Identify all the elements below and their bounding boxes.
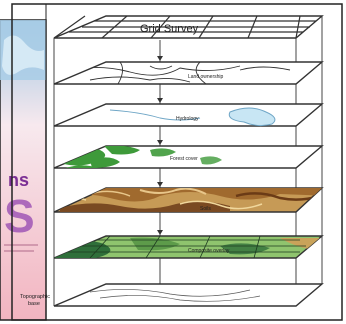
layer-label-grid-survey: Grid Survey — [140, 23, 199, 35]
book-cover: ns S — [0, 19, 47, 321]
layer-composite-overlay: Composite overlay — [53, 235, 324, 259]
layer-soils: Soils — [53, 187, 324, 213]
down-arrow-icon — [157, 140, 163, 145]
cover-text-line — [4, 244, 38, 246]
cover-title-top: ns — [8, 170, 29, 190]
layer-label-composite-overlay: Composite overlay — [188, 248, 230, 254]
layer-grid-survey: Grid Survey — [53, 15, 324, 39]
layer-label-soils: Soils — [200, 206, 211, 212]
layer-label-land-ownership: Land ownership — [188, 74, 224, 80]
layer-topographic-base: Topographic base — [20, 283, 324, 307]
layer-label-forest-cover: Forest cover — [170, 156, 198, 162]
cover-text-line — [4, 250, 34, 252]
layer-label-hydrology: Hydrology — [176, 116, 199, 122]
flow-arrows — [157, 56, 299, 299]
down-arrow-icon — [157, 182, 163, 187]
layer-hydrology: Hydrology — [53, 103, 324, 127]
layer-land-ownership: Land ownership — [53, 61, 324, 85]
layer-label-topographic-base-line1: Topographic — [20, 294, 50, 300]
layer-label-topographic-base-line2: base — [28, 301, 40, 307]
layer-forest-cover: Forest cover — [53, 145, 324, 169]
down-arrow-icon — [157, 98, 163, 103]
down-arrow-icon — [157, 230, 163, 235]
down-arrow-icon — [157, 56, 163, 61]
cover-title-big: S — [4, 190, 35, 242]
